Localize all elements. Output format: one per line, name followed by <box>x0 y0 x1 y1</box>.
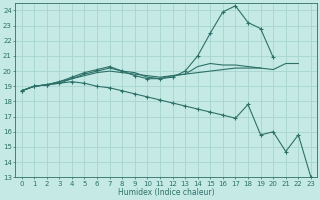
X-axis label: Humidex (Indice chaleur): Humidex (Indice chaleur) <box>118 188 214 197</box>
